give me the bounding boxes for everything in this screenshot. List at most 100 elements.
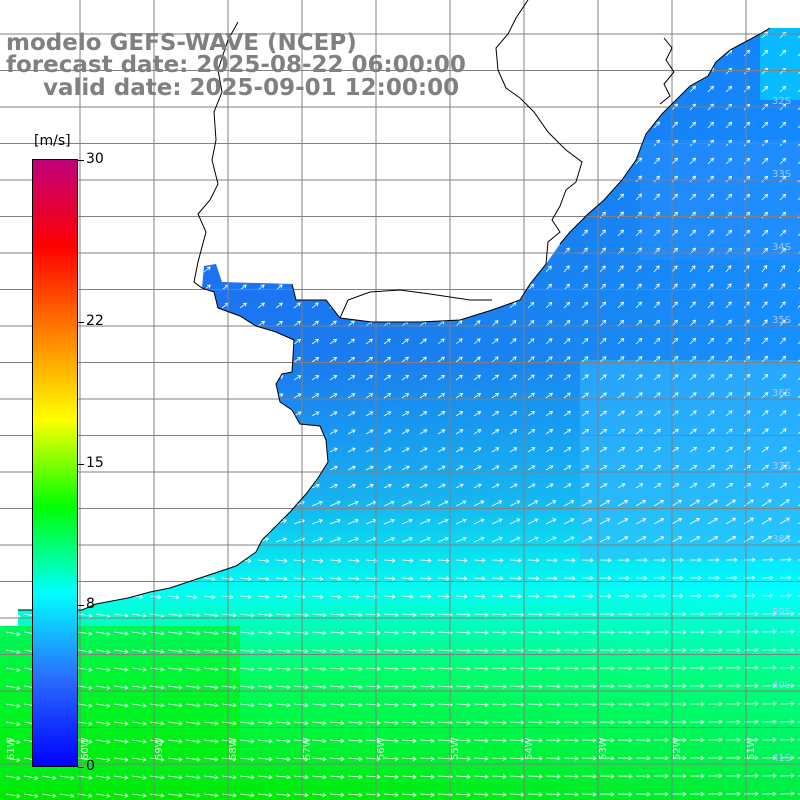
wind-arrow [347,393,356,399]
wind-arrow [473,630,489,635]
wind-arrow [545,301,553,309]
wind-arrow [491,465,500,471]
wind-arrow [365,483,374,489]
wind-arrow [563,410,572,417]
wind-arrow [203,703,219,708]
wind-arrow [167,775,183,780]
wind-arrow [275,774,291,780]
wind-arrow [725,229,733,237]
colorbar-tick-label: 30 [86,151,104,167]
wind-arrow [545,558,558,563]
wind-arrow [473,483,482,489]
wind-arrow [779,428,787,435]
wind-arrow [599,536,611,543]
wind-arrow [347,558,360,563]
wind-arrow [167,757,183,762]
wind-arrow [671,319,679,327]
wind-arrow [761,283,768,291]
wind-arrow [653,483,662,489]
wind-arrow [672,629,687,635]
wind-arrow [329,738,345,744]
longitude-label: 55W [450,737,461,760]
wind-arrow [527,320,535,327]
wind-arrow [599,701,615,707]
wind-arrow [329,792,345,798]
wind-arrow [311,630,327,636]
wind-arrow [545,630,561,635]
wind-arrow [275,648,291,654]
wind-arrow [473,756,489,761]
wind-arrow [437,536,449,543]
wind-arrow [743,229,751,237]
wind-arrow [545,576,558,581]
wind-arrow [455,630,471,635]
wind-arrow [743,483,752,489]
wind-arrow [149,775,165,780]
wind-arrow [59,775,75,780]
wind-arrow [761,647,777,652]
wind-arrow [797,410,800,417]
wind-arrow [672,611,687,617]
wind-arrow [419,594,432,599]
wind-arrow [581,447,590,453]
wind-arrow [599,319,607,327]
wind-arrow [707,536,719,543]
wind-arrow [654,629,669,635]
wind-arrow [437,500,449,507]
wind-arrow [383,465,392,471]
wind-arrow [761,683,777,688]
wind-arrow [563,392,571,399]
wind-arrow [473,392,482,399]
wind-arrow [401,374,410,381]
wind-arrow [707,791,723,797]
wind-arrow [257,630,273,636]
wind-arrow [401,518,413,525]
wind-arrow [347,666,363,672]
wind-arrow [203,685,219,690]
wind-arrow [797,428,800,435]
wind-arrow [527,630,543,635]
wind-arrow [455,392,464,399]
wind-arrow [617,575,630,581]
wind-arrow [311,648,327,654]
wind-arrow [654,773,669,779]
wind-arrow [653,229,661,237]
wind-arrow [725,121,733,129]
wind-arrow [401,612,417,617]
wind-arrow [581,356,589,363]
wind-arrow [329,684,345,690]
wind-arrow [671,265,678,273]
wind-arrow [455,411,464,417]
wind-arrow [725,683,741,689]
wind-arrow [167,721,183,726]
wind-arrow [654,755,669,761]
wind-arrow [725,557,738,563]
wind-arrow [797,446,800,453]
wind-arrow [689,575,702,581]
wind-arrow [617,647,633,653]
wind-arrow [761,229,769,237]
wind-arrow [599,229,606,237]
wind-arrow [509,392,518,399]
wind-arrow [672,683,687,689]
wind-arrow [437,411,446,417]
wind-arrow [743,193,751,201]
latitude-label: 34S [772,242,791,253]
wind-arrow [743,373,751,381]
wind-arrow [401,594,414,599]
wind-arrow [797,85,800,93]
wind-arrow [527,774,543,779]
wind-arrow [401,666,417,671]
colorbar-tick-mark [78,160,84,161]
wind-arrow [329,356,338,363]
wind-arrow [563,557,576,563]
wind-arrow [473,320,481,327]
wind-arrow [743,355,751,363]
wind-arrow [743,301,750,309]
wind-arrow [725,517,737,525]
wind-arrow [617,319,625,327]
wind-arrow [545,483,554,489]
wind-arrow [761,499,772,507]
wind-arrow [599,428,608,435]
wind-arrow [689,229,697,237]
